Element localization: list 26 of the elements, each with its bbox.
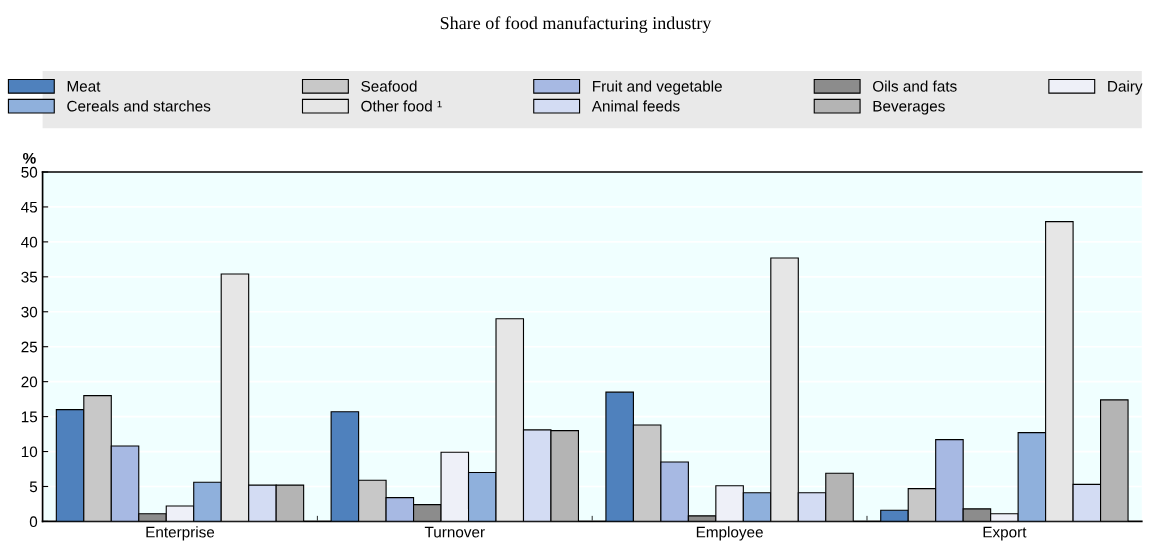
y-tick-label: 50 [21, 166, 38, 178]
y-tick-label: 30 [21, 306, 38, 318]
x-tick-label: Export [983, 526, 1027, 541]
legend-label: Dairy [1108, 80, 1143, 95]
x-tick-label: Employee [696, 526, 763, 541]
y-tick-label: 15 [21, 411, 38, 423]
legend-label: Oils and fats [873, 80, 957, 92]
legend-label: Meat [67, 81, 101, 92]
y-tick-label: 0 [29, 516, 38, 528]
legend-label: Other food ¹ [361, 100, 442, 112]
y-axis-title: % [22, 152, 36, 164]
y-tick-label: 5 [29, 481, 38, 493]
y-tick-label: 40 [21, 236, 38, 248]
y-tick-label: 35 [21, 271, 38, 283]
x-tick-label: Turnover [424, 526, 485, 538]
legend-label: Fruit and vegetable [593, 80, 722, 95]
legend-label: Beverages [873, 100, 945, 115]
chart-title: Share of food manufacturing industry [440, 16, 712, 33]
legend-label: Seafood [361, 80, 417, 92]
y-tick-label: 25 [21, 341, 38, 353]
legend-label: Cereals and starches [67, 100, 211, 112]
legend-label: Animal feeds [591, 100, 680, 112]
y-tick-label: 10 [21, 446, 38, 458]
y-tick-label: 45 [21, 201, 38, 213]
y-tick-label: 20 [21, 376, 38, 388]
x-tick-label: Enterprise [146, 526, 215, 541]
